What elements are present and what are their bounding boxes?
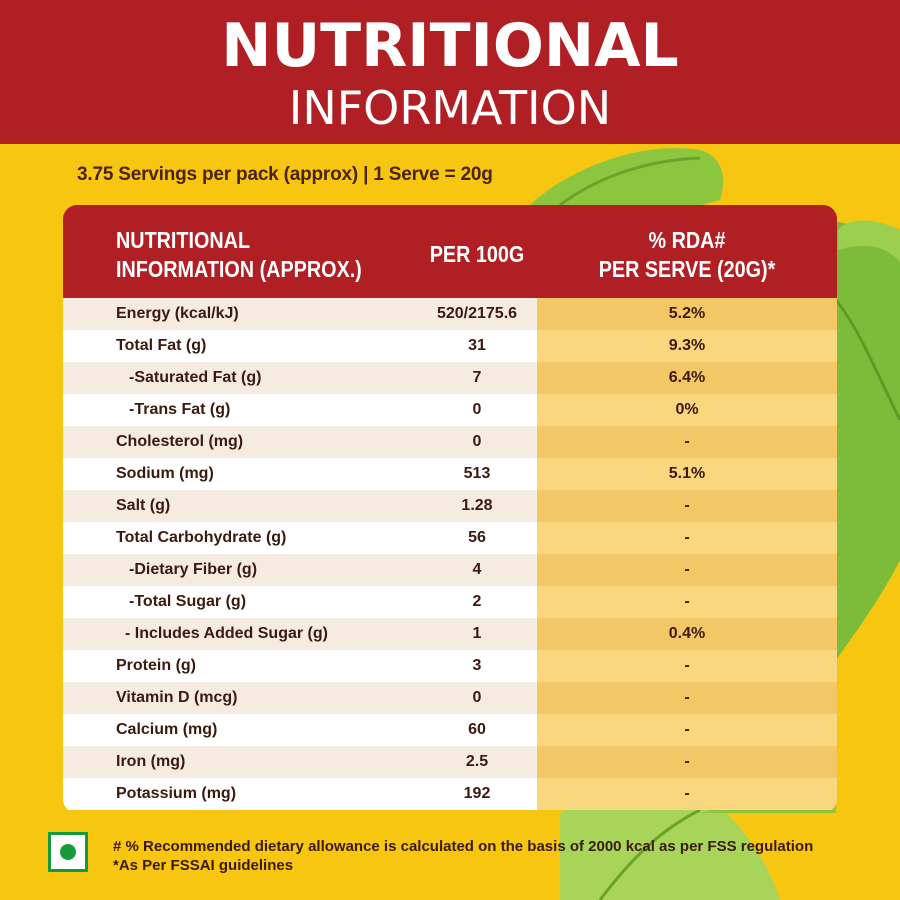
header-rda-line1: % RDA#	[648, 227, 726, 253]
table-row: Vitamin D (mcg) 0 -	[63, 682, 837, 714]
table-row: Total Carbohydrate (g) 56 -	[63, 522, 837, 554]
header-nutrient-line1: NUTRITIONAL	[116, 227, 251, 253]
per-100g-value: 520/2175.6	[436, 305, 518, 322]
per-100g-value: 7	[472, 369, 482, 386]
nutrient-name: -Dietary Fiber (g)	[129, 561, 258, 578]
header-rda: % RDA# PER SERVE (20G)*	[558, 226, 816, 284]
nutrient-name: Energy (kcal/kJ)	[116, 305, 239, 322]
per-100g-value: 60	[468, 721, 486, 738]
servings-info: 3.75 Servings per pack (approx) | 1 Serv…	[77, 164, 493, 185]
table-row: - Includes Added Sugar (g) 1 0.4%	[63, 618, 837, 650]
rda-value: -	[684, 433, 690, 450]
rda-value: 0.4%	[668, 625, 706, 642]
nutrient-name: Total Carbohydrate (g)	[116, 529, 287, 546]
footnote: # % Recommended dietary allowance is cal…	[113, 837, 813, 875]
per-100g-value: 3	[472, 657, 482, 674]
table-header: NUTRITIONAL INFORMATION (APPROX.) PER 10…	[63, 205, 837, 298]
table-row: -Dietary Fiber (g) 4 -	[63, 554, 837, 586]
per-100g-value: 31	[468, 337, 486, 354]
rda-value: -	[684, 561, 690, 578]
nutrient-name: Sodium (mg)	[116, 465, 214, 482]
per-100g-value: 0	[472, 401, 482, 418]
rda-value: 9.3%	[668, 337, 706, 354]
nutrient-name: Protein (g)	[116, 657, 196, 674]
rda-value: -	[684, 529, 690, 546]
footnote-rda: # % Recommended dietary allowance is cal…	[113, 838, 814, 855]
veg-symbol-icon	[48, 832, 88, 872]
nutrient-name: Iron (mg)	[116, 753, 186, 770]
header-banner: NUTRITIONAL INFORMATION	[0, 0, 900, 144]
title-line-1: NUTRITIONAL	[221, 11, 679, 81]
table-row: Sodium (mg) 513 5.1%	[63, 458, 837, 490]
per-100g-value: 1.28	[461, 497, 493, 514]
nutrient-name: -Saturated Fat (g)	[129, 369, 262, 386]
table-row: Potassium (mg) 192 -	[63, 778, 837, 810]
rda-value: -	[684, 593, 690, 610]
table-row: Protein (g) 3 -	[63, 650, 837, 682]
rda-value: -	[684, 689, 690, 706]
nutrient-name: -Trans Fat (g)	[129, 401, 231, 418]
rda-value: -	[684, 657, 690, 674]
rda-value: 6.4%	[668, 369, 706, 386]
rda-value: 5.2%	[668, 305, 706, 322]
rda-value: 5.1%	[668, 465, 706, 482]
veg-dot	[60, 844, 76, 860]
table-row: Energy (kcal/kJ) 520/2175.6 5.2%	[63, 298, 837, 330]
table-row: Salt (g) 1.28 -	[63, 490, 837, 522]
table-row: -Saturated Fat (g) 7 6.4%	[63, 362, 837, 394]
nutrient-name: - Includes Added Sugar (g)	[125, 625, 328, 642]
rda-value: -	[684, 721, 690, 738]
table-row: -Trans Fat (g) 0 0%	[63, 394, 837, 426]
title-line-2: INFORMATION	[288, 81, 612, 135]
per-100g-value: 0	[472, 433, 482, 450]
per-100g-value: 192	[463, 785, 491, 802]
rda-value: -	[684, 785, 690, 802]
nutrient-name: Potassium (mg)	[116, 785, 237, 802]
nutrient-name: Total Fat (g)	[116, 337, 207, 354]
table-body: Energy (kcal/kJ) 520/2175.6 5.2% Total Fat…	[63, 298, 837, 810]
nutrient-name: Vitamin D (mcg)	[116, 689, 238, 706]
nutrition-table: NUTRITIONAL INFORMATION (APPROX.) PER 10…	[63, 205, 837, 813]
nutrient-name: Calcium (mg)	[116, 721, 218, 738]
per-100g-value: 2	[472, 593, 482, 610]
per-100g-value: 1	[472, 625, 482, 642]
rda-value: -	[684, 497, 690, 514]
header-nutrient: NUTRITIONAL INFORMATION (APPROX.)	[116, 226, 362, 284]
table-row: Iron (mg) 2.5 -	[63, 746, 837, 778]
table-row: Total Fat (g) 31 9.3%	[63, 330, 837, 362]
nutrient-name: -Total Sugar (g)	[129, 593, 247, 610]
footnote-fssai: *As Per FSSAI guidelines	[113, 857, 294, 874]
nutrient-name: Cholesterol (mg)	[116, 433, 244, 450]
per-100g-value: 513	[463, 465, 491, 482]
per-100g-value: 56	[468, 529, 486, 546]
rda-value: 0%	[675, 401, 699, 418]
header-per-100g: PER 100G	[429, 241, 525, 267]
per-100g-value: 4	[472, 561, 482, 578]
table-row: Calcium (mg) 60 -	[63, 714, 837, 746]
header-nutrient-line2: INFORMATION (APPROX.)	[116, 256, 362, 282]
table-row: Cholesterol (mg) 0 -	[63, 426, 837, 458]
per-100g-value: 0	[472, 689, 482, 706]
nutrient-name: Salt (g)	[116, 497, 171, 514]
header-rda-line2: PER SERVE (20G)*	[598, 256, 776, 282]
per-100g-value: 2.5	[465, 753, 489, 770]
rda-value: -	[684, 753, 690, 770]
table-row: -Total Sugar (g) 2 -	[63, 586, 837, 618]
